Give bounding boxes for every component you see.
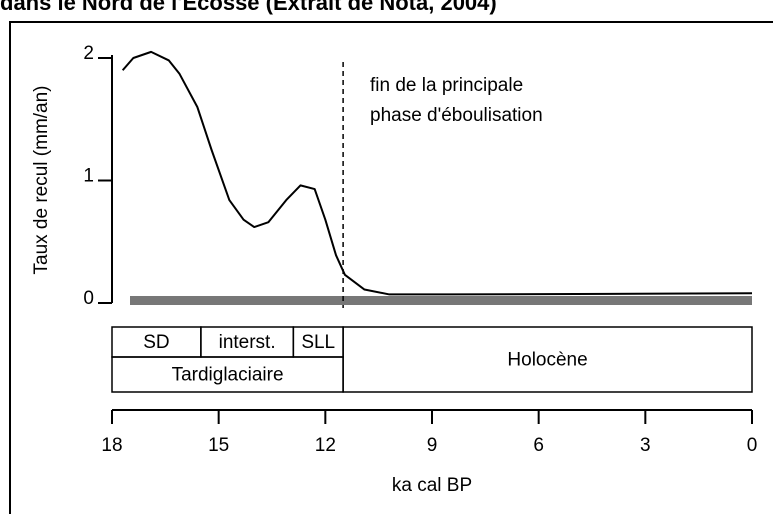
annotation: phase d'éboulisation bbox=[370, 105, 543, 126]
grey-band bbox=[130, 296, 752, 305]
x-tick-label: 15 bbox=[208, 435, 229, 456]
y-tick-label: 1 bbox=[83, 166, 94, 187]
x-tick-label: 9 bbox=[427, 435, 438, 456]
x-tick-label: 0 bbox=[747, 435, 758, 456]
x-tick-label: 6 bbox=[533, 435, 544, 456]
period-label: Holocène bbox=[507, 350, 587, 371]
chart-title: dans le Nord de l'Ecosse (Extrait de Not… bbox=[0, 0, 497, 15]
period-box bbox=[342, 326, 753, 393]
period-label: Tardiglaciaire bbox=[172, 365, 284, 386]
y-tick-label: 2 bbox=[83, 43, 94, 64]
annotation: fin de la principale bbox=[370, 75, 523, 96]
line bbox=[121, 50, 753, 296]
x-tick-label: 3 bbox=[640, 435, 651, 456]
x-axis-label: ka cal BP bbox=[392, 475, 472, 496]
x-tick-label: 18 bbox=[101, 435, 122, 456]
frame bbox=[9, 21, 773, 514]
period-label: interst. bbox=[219, 332, 276, 353]
period-label: SLL bbox=[301, 332, 335, 353]
x-tick-label: 12 bbox=[315, 435, 336, 456]
period-label: SD bbox=[143, 332, 169, 353]
y-axis-label: Taux de recul (mm/an) bbox=[31, 85, 52, 274]
y-tick-label: 0 bbox=[83, 288, 94, 309]
